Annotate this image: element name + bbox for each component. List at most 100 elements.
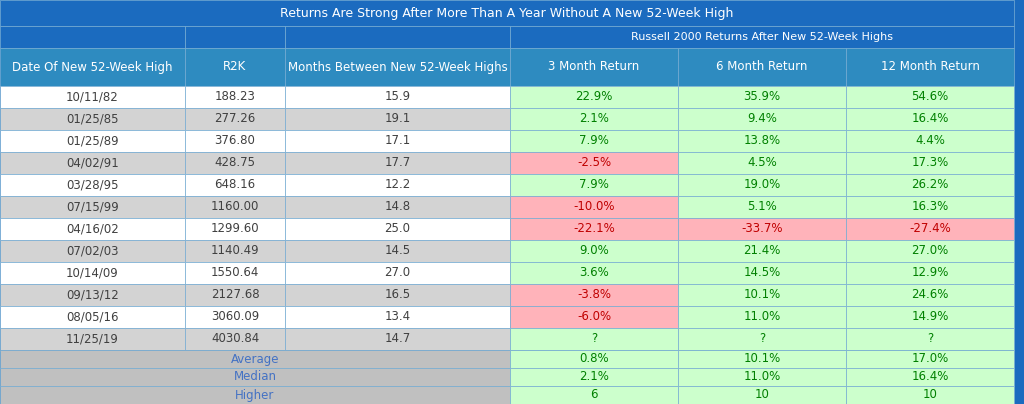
Bar: [285, 48, 510, 86]
Bar: [678, 108, 846, 130]
Text: 27.0%: 27.0%: [911, 244, 948, 257]
Bar: [285, 196, 510, 218]
Bar: [185, 196, 285, 218]
Bar: [285, 86, 510, 108]
Text: 0.8%: 0.8%: [580, 353, 609, 366]
Text: 428.75: 428.75: [214, 156, 256, 170]
Bar: [0, 328, 185, 350]
Text: 27.0: 27.0: [384, 267, 411, 280]
Bar: [510, 174, 678, 196]
Text: Date Of New 52-Week High: Date Of New 52-Week High: [12, 61, 173, 74]
Bar: [678, 284, 846, 306]
Text: -3.8%: -3.8%: [577, 288, 611, 301]
Bar: [0, 218, 185, 240]
Bar: [285, 328, 510, 350]
Bar: [0, 350, 510, 368]
Text: 14.7: 14.7: [384, 332, 411, 345]
Bar: [0, 196, 185, 218]
Bar: [846, 86, 1014, 108]
Text: 19.1: 19.1: [384, 112, 411, 126]
Bar: [185, 174, 285, 196]
Text: 5.1%: 5.1%: [748, 200, 777, 213]
Bar: [678, 306, 846, 328]
Text: 14.5%: 14.5%: [743, 267, 780, 280]
Text: 10/11/82: 10/11/82: [67, 90, 119, 103]
Text: 277.26: 277.26: [214, 112, 256, 126]
Text: 10.1%: 10.1%: [743, 353, 780, 366]
Text: Average: Average: [230, 353, 280, 366]
Text: 10: 10: [923, 389, 937, 402]
Bar: [185, 48, 285, 86]
Bar: [285, 306, 510, 328]
Bar: [678, 240, 846, 262]
Text: 17.3%: 17.3%: [911, 156, 948, 170]
Bar: [510, 130, 678, 152]
Text: 01/25/89: 01/25/89: [67, 135, 119, 147]
Bar: [0, 262, 185, 284]
Text: Russell 2000 Returns After New 52-Week Highs: Russell 2000 Returns After New 52-Week H…: [631, 32, 893, 42]
Text: 3 Month Return: 3 Month Return: [549, 61, 640, 74]
Bar: [0, 0, 1014, 26]
Text: 04/16/02: 04/16/02: [67, 223, 119, 236]
Bar: [0, 130, 185, 152]
Bar: [678, 262, 846, 284]
Text: 6 Month Return: 6 Month Return: [717, 61, 808, 74]
Bar: [678, 328, 846, 350]
Text: 376.80: 376.80: [215, 135, 255, 147]
Text: 4.5%: 4.5%: [748, 156, 777, 170]
Bar: [185, 262, 285, 284]
Text: 17.1: 17.1: [384, 135, 411, 147]
Text: 648.16: 648.16: [214, 179, 256, 191]
Text: 24.6%: 24.6%: [911, 288, 948, 301]
Text: 2.1%: 2.1%: [579, 112, 609, 126]
Text: 12 Month Return: 12 Month Return: [881, 61, 979, 74]
Text: ?: ?: [591, 332, 597, 345]
Bar: [678, 152, 846, 174]
Text: Months Between New 52-Week Highs: Months Between New 52-Week Highs: [288, 61, 507, 74]
Bar: [846, 306, 1014, 328]
Text: 4.4%: 4.4%: [915, 135, 945, 147]
Bar: [185, 218, 285, 240]
Text: 07/15/99: 07/15/99: [67, 200, 119, 213]
Bar: [846, 218, 1014, 240]
Bar: [0, 86, 185, 108]
Bar: [510, 152, 678, 174]
Bar: [0, 306, 185, 328]
Text: 25.0: 25.0: [384, 223, 411, 236]
Bar: [0, 108, 185, 130]
Text: 07/02/03: 07/02/03: [67, 244, 119, 257]
Bar: [678, 196, 846, 218]
Bar: [0, 174, 185, 196]
Text: 54.6%: 54.6%: [911, 90, 948, 103]
Text: 09/13/12: 09/13/12: [67, 288, 119, 301]
Bar: [285, 262, 510, 284]
Bar: [678, 48, 846, 86]
Bar: [846, 174, 1014, 196]
Bar: [185, 86, 285, 108]
Text: 14.8: 14.8: [384, 200, 411, 213]
Bar: [846, 328, 1014, 350]
Bar: [510, 48, 678, 86]
Text: ?: ?: [759, 332, 765, 345]
Text: 11/25/19: 11/25/19: [67, 332, 119, 345]
Text: 17.0%: 17.0%: [911, 353, 948, 366]
Bar: [510, 368, 678, 386]
Text: 7.9%: 7.9%: [579, 135, 609, 147]
Bar: [285, 26, 510, 48]
Bar: [846, 108, 1014, 130]
Bar: [185, 26, 285, 48]
Bar: [285, 108, 510, 130]
Bar: [185, 152, 285, 174]
Bar: [185, 130, 285, 152]
Text: 14.5: 14.5: [384, 244, 411, 257]
Bar: [510, 350, 678, 368]
Bar: [678, 218, 846, 240]
Text: 12.2: 12.2: [384, 179, 411, 191]
Text: 10/14/09: 10/14/09: [67, 267, 119, 280]
Text: 1299.60: 1299.60: [211, 223, 259, 236]
Text: 17.7: 17.7: [384, 156, 411, 170]
Text: 15.9: 15.9: [384, 90, 411, 103]
Bar: [0, 48, 185, 86]
Bar: [0, 240, 185, 262]
Text: ?: ?: [927, 332, 933, 345]
